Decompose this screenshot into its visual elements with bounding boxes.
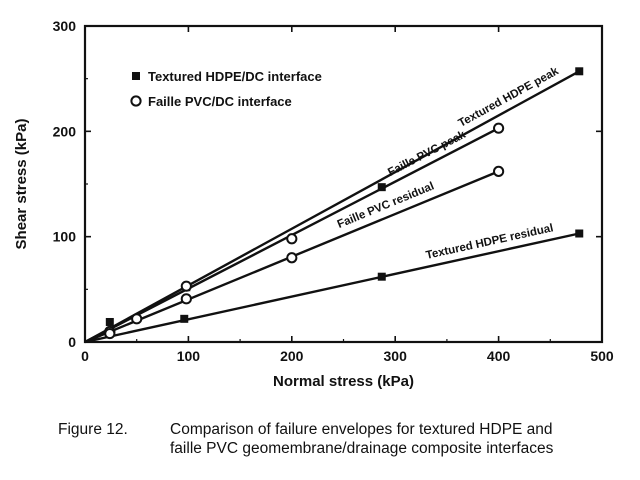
data-point-circle: [286, 233, 298, 245]
y-tick-label: 200: [53, 123, 77, 139]
data-point-circle: [180, 293, 192, 305]
data-point-circle: [131, 313, 143, 325]
envelope-label: Textured HDPE peak: [457, 65, 562, 130]
data-point-square: [105, 317, 114, 326]
data-point-circle: [286, 252, 298, 264]
x-axis-label: Normal stress (kPa): [273, 373, 414, 390]
data-point-circle: [104, 327, 116, 340]
chart: 0 100 200 300 400 500 0 100 200 300 Normal stress …: [13, 18, 614, 390]
y-tick-label: 300: [53, 18, 77, 34]
x-tick-label: 200: [280, 348, 304, 364]
legend-label-pvc: Faille PVC/DC interface: [148, 94, 292, 109]
x-tick-label: 0: [81, 348, 89, 364]
y-tick-label: 100: [53, 229, 77, 245]
x-tick-label: 100: [177, 348, 201, 364]
data-point-square: [575, 229, 584, 238]
y-axis-label: Shear stress (kPa): [13, 119, 30, 250]
x-tick-label: 300: [384, 348, 408, 364]
data-point-square: [377, 183, 386, 192]
envelope-line: [84, 232, 580, 344]
data-point-square: [180, 314, 189, 323]
legend-marker-square: [132, 72, 140, 80]
data-point-square: [575, 67, 584, 76]
data-point-square: [377, 272, 386, 281]
figure-caption: Figure 12. Comparison of failure envelope…: [58, 420, 633, 458]
legend-marker-circle: [130, 95, 142, 107]
data-point-circle: [493, 165, 505, 177]
legend-label-hdpe: Textured HDPE/DC interface: [148, 69, 322, 84]
envelope-label: Faille PVC peak: [386, 129, 468, 179]
y-tick-label: 0: [68, 334, 76, 350]
x-tick-label: 500: [590, 348, 614, 364]
data-point-circle: [493, 122, 505, 134]
caption-line-1: Comparison of failure envelopes for text…: [170, 421, 553, 438]
x-tick-label: 400: [487, 348, 511, 364]
caption-line-2: faille PVC geomembrane/drainage composit…: [170, 440, 554, 457]
data-point-circle: [180, 280, 192, 292]
envelope-line: [84, 70, 580, 344]
figure-label: Figure 12.: [58, 421, 128, 438]
